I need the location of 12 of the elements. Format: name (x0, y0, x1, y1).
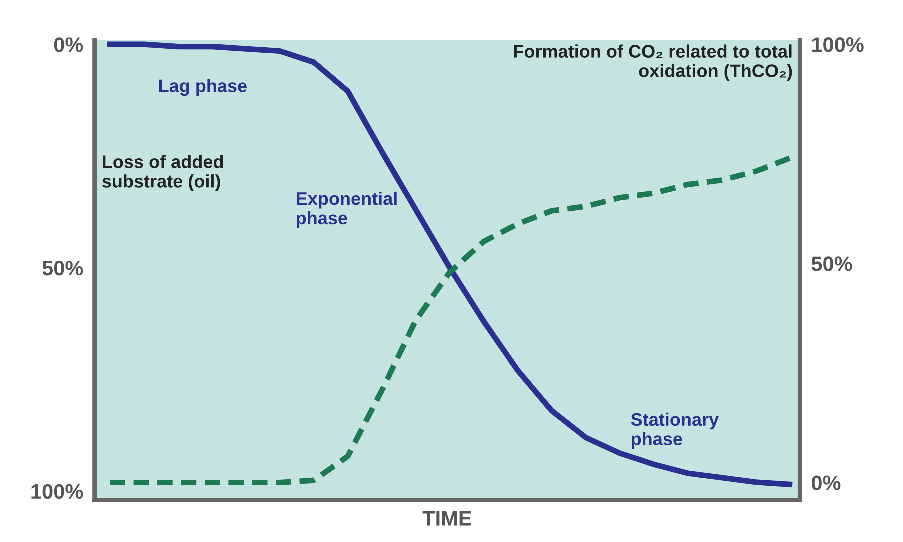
annotation: Stationary phase (631, 412, 719, 450)
y-tick-label: 50% (42, 260, 84, 276)
annotation: Lag phase (159, 79, 247, 96)
annotation: Exponential phase (297, 192, 397, 228)
y-axis-title: Loss of added substrate (oil) (102, 155, 224, 192)
y2-tick-label: 50% (812, 256, 852, 272)
x-axis-title: TIME (422, 511, 472, 526)
y2-tick-label: 0% (812, 476, 841, 490)
y-tick-label: 100% (32, 484, 84, 500)
y2-tick-label: 100% (812, 37, 864, 52)
y2-axis-title: Formation of CO₂ related to total oxidation (ThCO₂) (514, 44, 792, 81)
y-tick-label: 0% (54, 38, 84, 52)
